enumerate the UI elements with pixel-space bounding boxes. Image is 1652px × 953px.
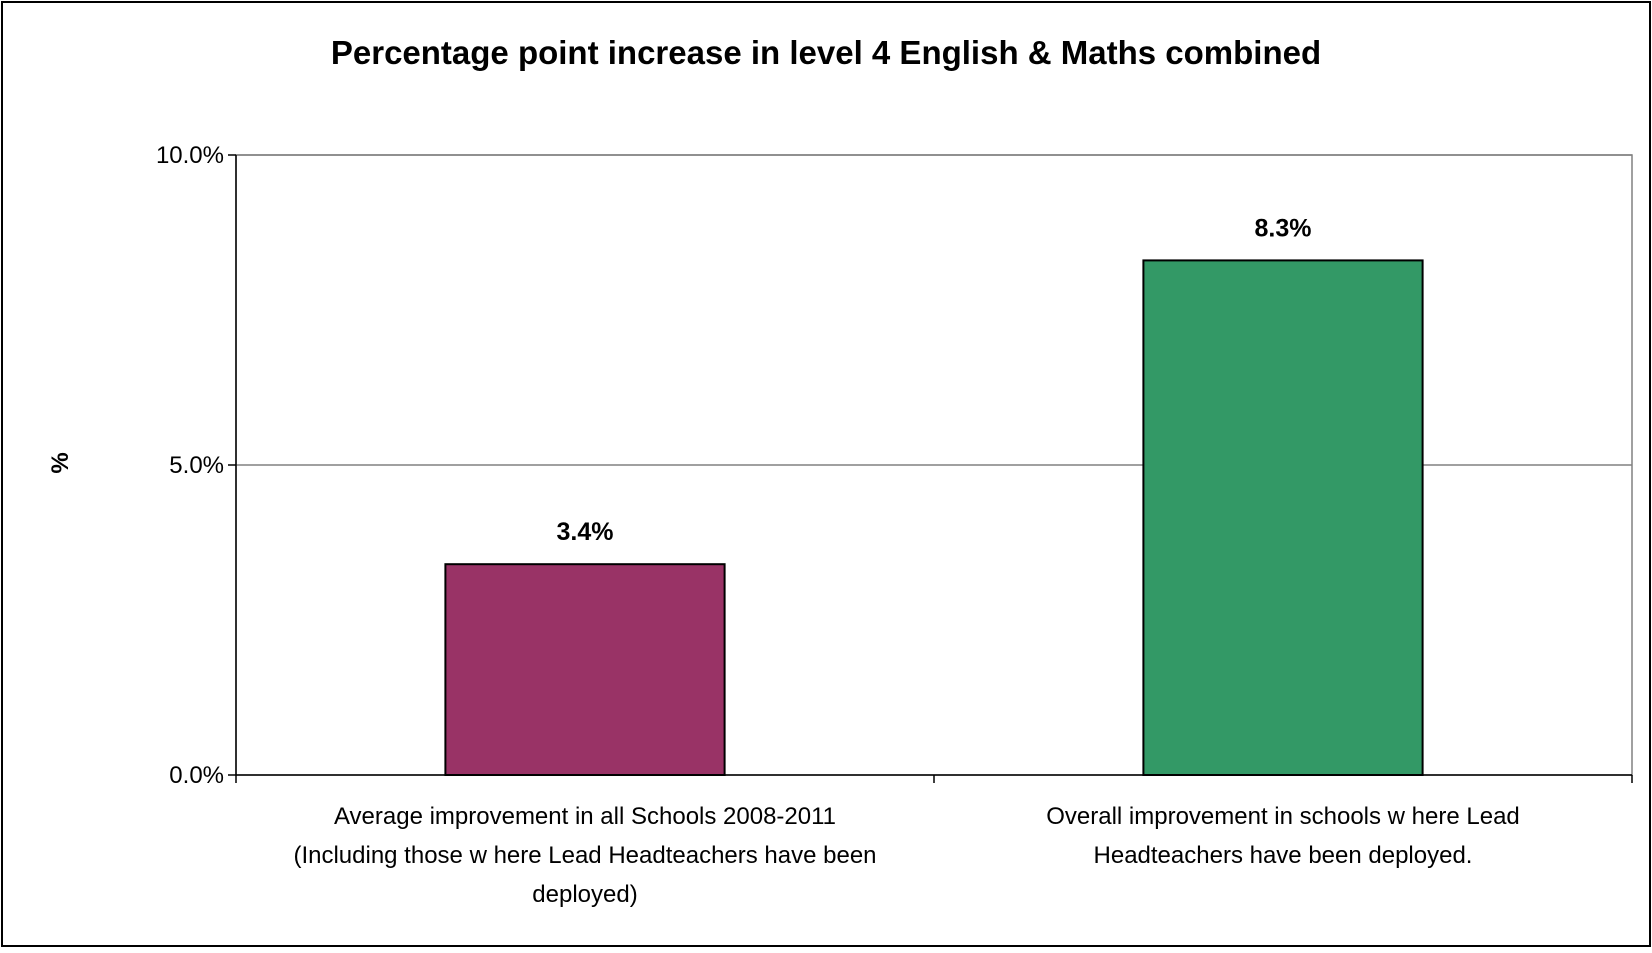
x-tick-label: Headteachers have been deployed. (1094, 842, 1473, 869)
x-tick-label: (Including those w here Lead Headteacher… (293, 842, 876, 869)
y-tick-label: 5.0% (169, 452, 224, 479)
x-tick-label: Overall improvement in schools w here Le… (1046, 803, 1520, 830)
y-tick-label: 10.0% (156, 142, 224, 169)
data-label: 3.4% (557, 518, 614, 546)
y-tick-label: 0.0% (169, 762, 224, 789)
bar (444, 563, 726, 777)
plot-area: 0.0% 5.0% 10.0% 3.4% Average improvement in … (156, 142, 1633, 908)
y-axis-label: % (47, 452, 74, 473)
x-tick-label: Average improvement in all Schools 2008-… (334, 803, 836, 830)
bar (1142, 259, 1424, 776)
chart-title: Percentage point increase in level 4 Eng… (331, 34, 1321, 71)
data-label: 8.3% (1255, 214, 1312, 242)
x-tick-label: deployed) (532, 881, 637, 908)
